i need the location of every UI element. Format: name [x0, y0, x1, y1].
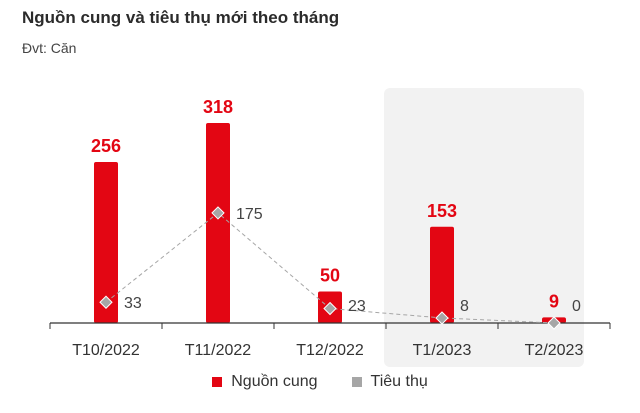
bar-supply-3 [430, 226, 454, 323]
bar-supply-0 [94, 161, 118, 323]
x-tick-label-4: T2/2023 [525, 342, 584, 359]
point-consumption-2 [323, 301, 337, 316]
legend-item-supply[interactable]: Nguồn cung [212, 373, 318, 391]
label-supply-2: 50 [320, 266, 340, 286]
label-supply-0: 256 [91, 136, 121, 156]
point-consumption-1 [211, 206, 225, 220]
chart-legend: Nguồn cung Tiêu thụ [0, 373, 640, 391]
x-tick-label-0: T10/2022 [72, 342, 140, 359]
label-supply-1: 318 [203, 97, 233, 117]
chart-unit-label: Đvt: Căn [22, 40, 77, 56]
label-supply-3: 153 [427, 201, 457, 221]
chart-title: Nguồn cung và tiêu thụ mới theo tháng [22, 8, 340, 27]
label-consumption-3: 8 [460, 298, 469, 315]
legend-item-consumption[interactable]: Tiêu thụ [351, 373, 428, 391]
point-consumption-0 [99, 295, 113, 309]
bar-supply-1 [206, 123, 230, 323]
legend-label-consumption: Tiêu thụ [370, 373, 428, 390]
x-tick-label-3: T1/2023 [413, 342, 472, 359]
x-tick-label-2: T12/2022 [296, 342, 364, 359]
legend-label-supply: Nguồn cung [231, 373, 318, 390]
x-tick-label-1: T11/2022 [185, 342, 252, 359]
label-consumption-2: 23 [348, 298, 366, 315]
label-supply-4: 9 [549, 291, 559, 311]
legend-swatch-consumption [351, 377, 362, 387]
label-consumption-0: 33 [124, 295, 142, 312]
label-consumption-4: 0 [572, 298, 581, 315]
legend-swatch-supply [212, 377, 223, 387]
point-consumption-3 [435, 311, 449, 325]
label-consumption-1: 175 [236, 206, 263, 223]
chart-canvas: 256 318 50 153 9 33 175 23 8 0 T10/2022 T11/2022 T12… [49, 88, 611, 367]
point-consumption-4 [547, 316, 561, 330]
